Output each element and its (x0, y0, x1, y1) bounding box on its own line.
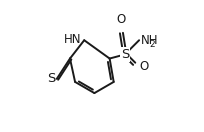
Text: O: O (116, 13, 125, 26)
Text: HN: HN (64, 33, 81, 46)
Text: NH: NH (141, 34, 159, 47)
Text: 2: 2 (149, 40, 155, 49)
Text: S: S (121, 48, 129, 61)
Text: S: S (47, 72, 56, 85)
Text: O: O (139, 60, 148, 73)
